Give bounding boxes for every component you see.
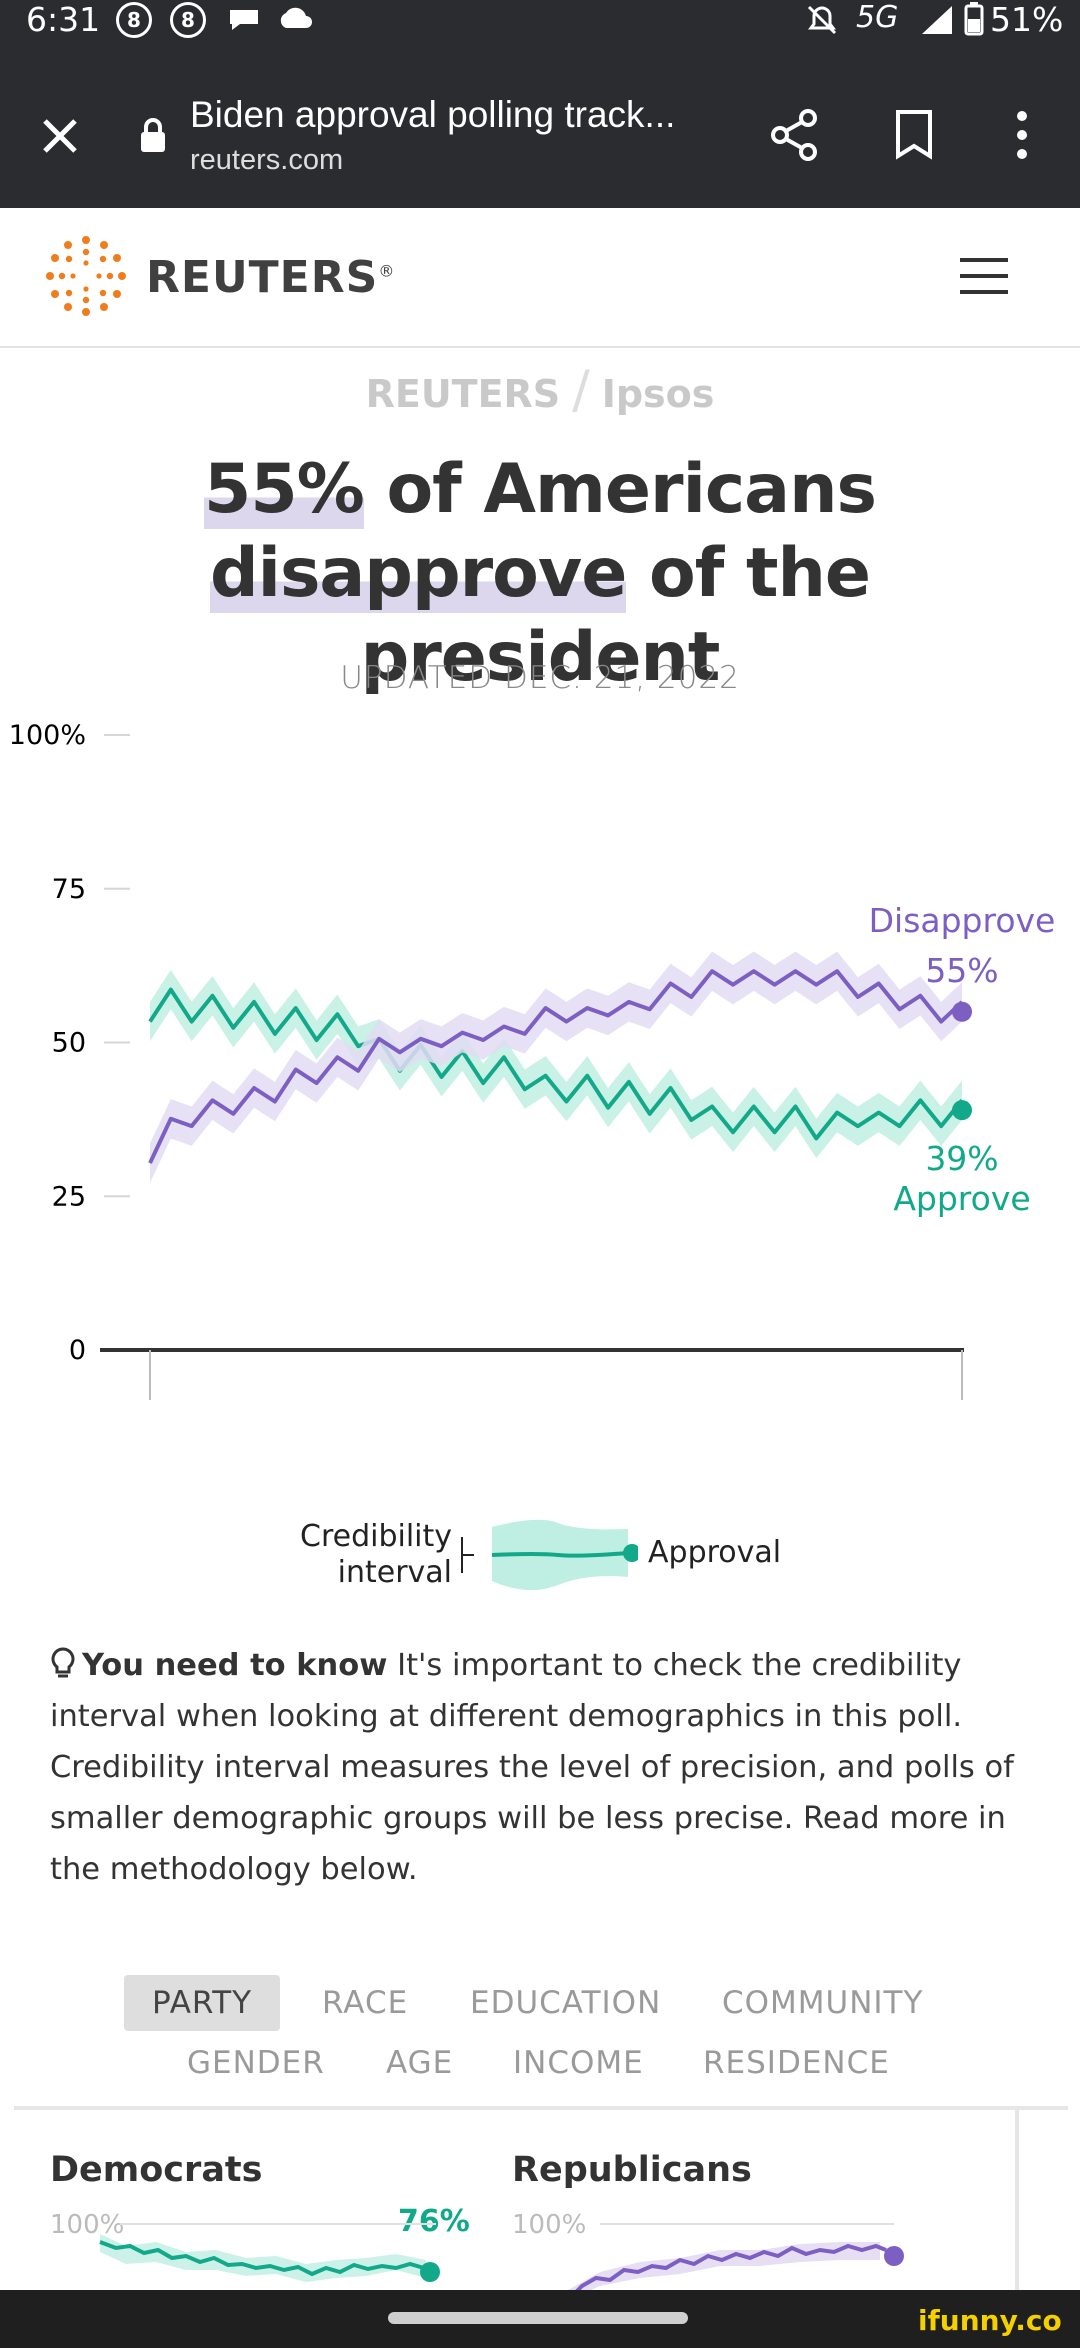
battery-icon [964, 2, 984, 36]
y-tick-label: 25 [52, 1181, 86, 1212]
mute-bell-icon [807, 5, 837, 35]
tab-age[interactable]: AGE [386, 2045, 454, 2081]
republicans-tick-100: 100% [512, 2210, 587, 2240]
republicans-sparkline [566, 2223, 904, 2300]
approve-line [148, 987, 964, 1141]
you-need-to-know: You need to know It's important to check… [50, 1640, 1020, 1895]
updated-date: UPDATED DEC. 21, 2022 [340, 660, 740, 696]
status-time: 6:31 [26, 0, 101, 39]
y-tick-label: 50 [52, 1028, 86, 1059]
tab-education[interactable]: EDUCATION [470, 1985, 662, 2021]
watermark: ifunny.co [918, 2304, 1062, 2337]
legend-credibility-label: Credibility interval [300, 1519, 453, 1590]
democrats-final-label: 76% [398, 2204, 470, 2239]
cloud-icon [280, 7, 312, 28]
browser-toolbar: Biden approval polling track... reuters.… [0, 44, 1080, 208]
chart-svg: 100%7550250Jan. 21, 2021Dec. 20, 202239%… [9, 720, 1068, 1466]
legend-approval-label: Approval [648, 1535, 782, 1570]
y-tick-label: 100% [9, 720, 86, 751]
legend-interval-swatch [461, 1519, 638, 1591]
republicans-title: Republicans [512, 2150, 752, 2190]
scroll-divider [1015, 2110, 1019, 2310]
signal-icon [922, 6, 952, 34]
battery-level: 51% [990, 0, 1064, 39]
tab-race[interactable]: RACE [322, 1985, 409, 2021]
tab-residence[interactable]: RESIDENCE [703, 2045, 890, 2081]
brand-name[interactable]: REUTERS® [146, 252, 396, 303]
approve-endpoint [952, 1100, 972, 1121]
demographic-tabs: PARTY RACE EDUCATION COMMUNITY GENDER AG… [0, 1960, 1080, 2081]
tab-party[interactable]: PARTY [124, 1975, 281, 2031]
approve-value: 39% [925, 1139, 998, 1178]
democrats-title: Democrats [50, 2150, 263, 2190]
notification-icon: 8 [170, 2, 206, 38]
ynk-text: It's important to check the credibility … [50, 1648, 1014, 1887]
close-icon[interactable] [40, 116, 80, 156]
home-gesture-handle[interactable] [388, 2312, 688, 2324]
chart-legend: Credibility interval Approval [300, 1515, 782, 1595]
tab-income[interactable]: INCOME [513, 2045, 644, 2081]
notification-icon: 8 [116, 2, 152, 38]
network-type: 5G [856, 0, 899, 35]
system-nav-bar: ifunny.co [0, 2290, 1080, 2348]
share-icon[interactable] [770, 108, 820, 162]
democrats-tick-100: 100% [50, 2210, 125, 2240]
reuters-logo-icon[interactable] [44, 234, 128, 318]
tab-community[interactable]: COMMUNITY [722, 1985, 924, 2021]
approval-chart: 100%7550250Jan. 21, 2021Dec. 20, 202239%… [0, 700, 1080, 1466]
disapprove-value: 55% [925, 951, 998, 990]
page-title[interactable]: Biden approval polling track... [190, 94, 676, 135]
disapprove-label: Disapprove [869, 901, 1056, 940]
chat-icon [230, 10, 258, 30]
status-bar: 6:31 8 8 5G 51% [0, 0, 1080, 44]
lightbulb-icon [51, 1647, 75, 1678]
y-tick-label: 0 [69, 1335, 86, 1366]
bookmark-icon[interactable] [892, 108, 936, 162]
lock-icon [141, 118, 165, 152]
section-divider [14, 2106, 1068, 2110]
menu-icon[interactable] [958, 256, 1010, 296]
site-header: REUTERS® [0, 208, 1080, 348]
disapprove-endpoint [952, 1001, 972, 1022]
tab-gender[interactable]: GENDER [187, 2045, 325, 2081]
partner-logo: REUTERS / Ipsos [365, 360, 715, 420]
more-options-icon[interactable] [1010, 108, 1034, 162]
y-tick-label: 75 [52, 874, 86, 905]
page-domain[interactable]: reuters.com [190, 144, 344, 176]
ynk-heading: You need to know [82, 1648, 388, 1683]
disapprove-line [148, 969, 964, 1164]
democrats-sparkline [99, 2223, 440, 2282]
approve-label: Approve [893, 1179, 1030, 1218]
disapprove-interval-band [150, 951, 962, 1183]
headline: 55% of Americans disapprove of the presi… [204, 450, 877, 697]
